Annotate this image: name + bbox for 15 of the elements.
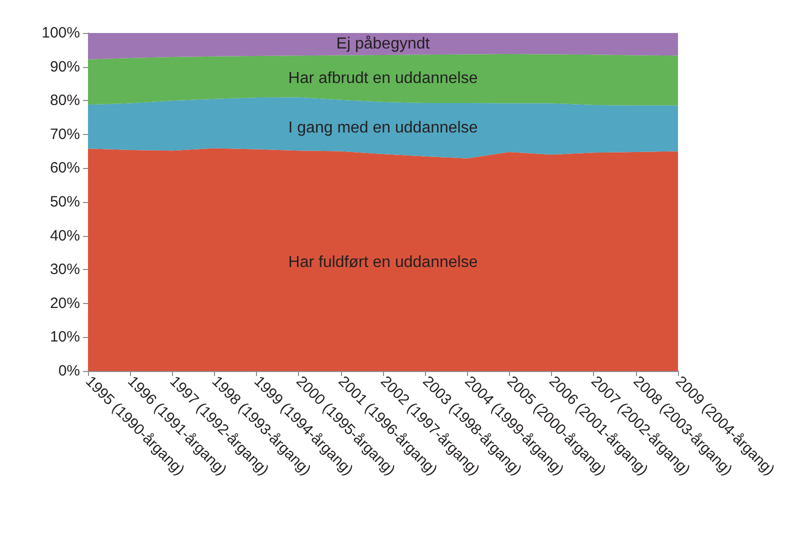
series-label: Har fuldført en uddannelse [288, 254, 478, 271]
y-tick-label: 0% [58, 362, 80, 380]
series-label: I gang med en uddannelse [288, 119, 478, 136]
y-tick-label: 30% [50, 261, 80, 278]
y-tick-label: 20% [50, 294, 80, 312]
y-tick-label: 100% [42, 24, 80, 42]
y-tick-label: 50% [50, 194, 80, 210]
y-tick-label: 90% [50, 58, 80, 76]
y-tick-label: 70% [50, 126, 80, 143]
series-label: Har afbrudt en uddannelse [288, 70, 478, 87]
y-tick-label: 40% [50, 227, 80, 244]
y-tick-label: 60% [50, 160, 80, 177]
y-tick-label: 10% [50, 328, 80, 346]
series-label: Ej påbegyndt [336, 35, 430, 52]
y-tick-label: 80% [50, 92, 80, 110]
